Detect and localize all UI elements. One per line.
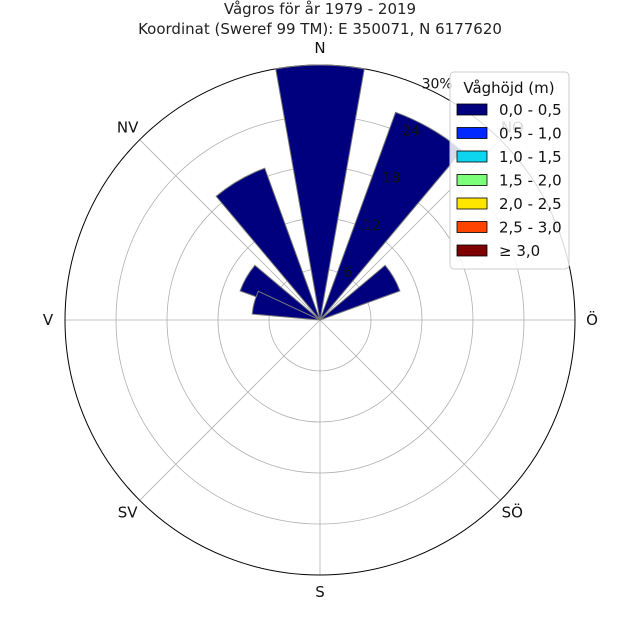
legend-swatch-4 (456, 197, 488, 210)
radial-tick-label-4: 30% (422, 76, 453, 92)
legend-label-1: 0,5 - 1,0 (499, 125, 562, 143)
legend-swatch-1 (456, 127, 488, 139)
bars (215, 64, 463, 321)
chart-title: Vågros för år 1979 - 2019 (224, 0, 416, 18)
legend-swatch-6 (456, 244, 488, 257)
legend-swatch-5 (456, 221, 488, 233)
bar-0 (275, 64, 365, 321)
legend-label-2: 1,0 - 1,5 (499, 148, 562, 166)
radial-tick-label-2: 18 (383, 171, 401, 187)
direction-label-S: S (315, 583, 325, 601)
grid-spoke-7 (139, 139, 321, 321)
direction-label-SÖ: SÖ (502, 502, 523, 521)
direction-label-SV: SV (118, 503, 139, 521)
legend-label-5: 2,5 - 3,0 (499, 219, 562, 237)
legend-box (449, 71, 570, 270)
legend-title: Våghöjd (m) (463, 79, 554, 97)
legend: Våghöjd (m) 0,0 - 0,5 0,5 - 1,0 1,0 - 1,5 1… (449, 71, 570, 270)
legend-label-3: 1,5 - 2,0 (499, 172, 562, 190)
grid-spoke-5 (139, 319, 321, 501)
legend-label-0: 0,0 - 0,5 (499, 101, 562, 119)
bar-285 (251, 290, 321, 321)
bar-300 (239, 264, 321, 321)
direction-label-N: N (314, 39, 325, 57)
bar-330 (215, 167, 321, 321)
legend-swatch-2 (456, 150, 488, 163)
legend-label-6: ≥ 3,0 (499, 242, 540, 260)
radial-tick-label-0: 6 (344, 265, 353, 281)
direction-label-NV: NV (117, 119, 139, 137)
radial-tick-labels: 6 12 18 24 30% (344, 76, 453, 280)
bar-60 (319, 264, 401, 321)
direction-label-Ö: Ö (586, 310, 598, 329)
legend-swatch-0 (456, 103, 488, 116)
direction-label-V: V (43, 311, 54, 329)
grid-spoke-3 (319, 319, 501, 501)
legend-swatch-3 (456, 174, 488, 186)
chart-subtitle: Koordinat (Sweref 99 TM): E 350071, N 61… (138, 20, 502, 38)
radial-tick-label-3: 24 (402, 124, 420, 140)
legend-label-4: 2,0 - 2,5 (499, 195, 562, 213)
radial-tick-label-1: 12 (363, 218, 381, 234)
